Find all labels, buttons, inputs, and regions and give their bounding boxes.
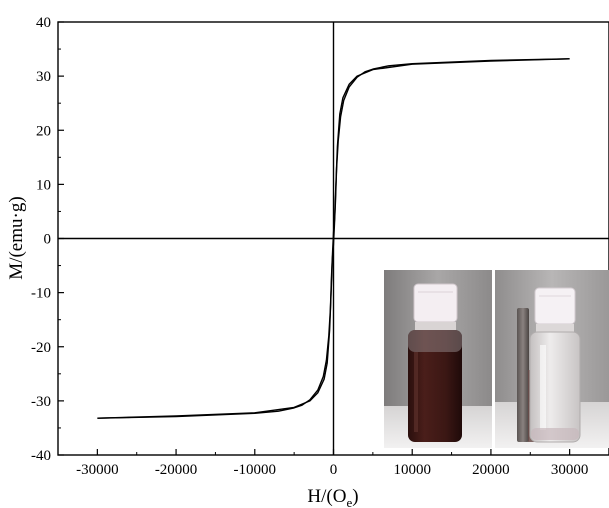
- x-axis-title-subscript: e: [346, 495, 352, 508]
- y-tick-label: -20: [31, 340, 51, 356]
- x-tick-label: -30000: [76, 462, 119, 478]
- inset-panel-dispersed: [384, 270, 492, 448]
- inset-panel-separated: [495, 270, 609, 448]
- y-tick-label: 40: [36, 15, 51, 31]
- y-tick-label: -10: [31, 286, 51, 302]
- vial-body-dark: [408, 330, 462, 442]
- x-tick-label: -20000: [155, 462, 198, 478]
- y-tick-label: 0: [44, 232, 52, 248]
- y-axis-title: M/(emu·g): [6, 196, 27, 279]
- x-axis-title-close: ): [352, 486, 358, 507]
- hysteresis-curve: [97, 58, 570, 419]
- x-tick-label: -10000: [234, 462, 277, 478]
- y-tick-label: -40: [31, 448, 51, 464]
- vial-cap: [534, 287, 576, 325]
- x-tick-label: 30000: [551, 462, 589, 478]
- x-axis-title-main: H/(O: [307, 486, 346, 507]
- x-tick-label: 20000: [472, 462, 510, 478]
- x-tick-label: 10000: [393, 462, 431, 478]
- vial-body-clear: [529, 331, 581, 443]
- x-tick-label: 0: [330, 462, 338, 478]
- magnet: [517, 308, 529, 442]
- y-tick-label: 10: [36, 177, 51, 193]
- curve-ascending: [97, 58, 570, 419]
- y-tick-label: -30: [31, 394, 51, 410]
- inset-photo: [384, 270, 609, 448]
- y-tick-label: 20: [36, 123, 51, 139]
- y-tick-label: 30: [36, 69, 51, 85]
- vial-cap: [413, 283, 458, 323]
- axis-ticks: -30000 -20000 -10000 0 10000 20000 30000 -40 -30…: [31, 15, 588, 478]
- x-axis-title: H/(Oe): [307, 486, 358, 508]
